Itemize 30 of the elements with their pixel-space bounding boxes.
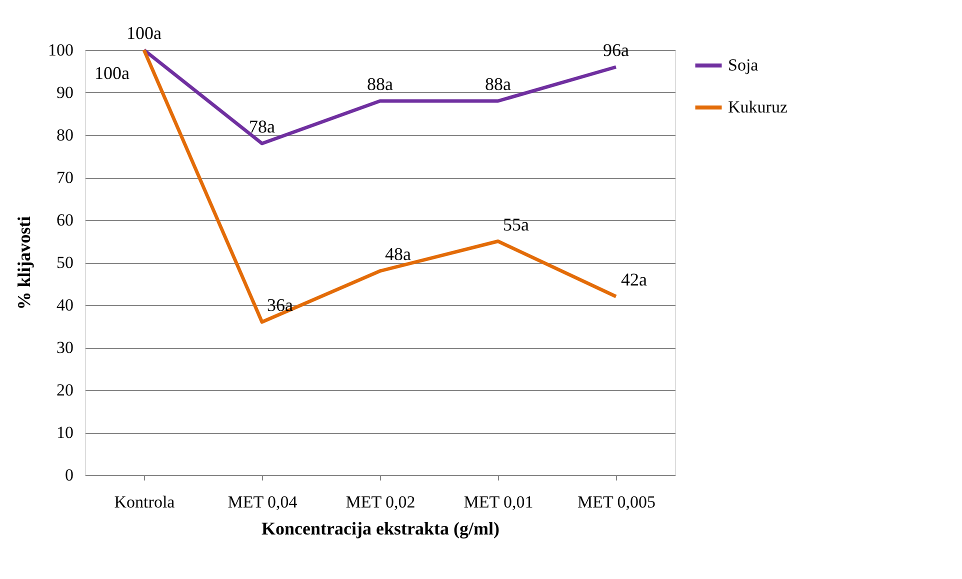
legend-label: Kukuruz <box>728 98 788 116</box>
x-axis-title: Koncentracija ekstrakta (g/ml) <box>262 518 500 538</box>
x-tick-label: MET 0,04 <box>228 492 298 512</box>
data-label: 48a <box>385 244 411 264</box>
y-axis-title: % klijavosti <box>14 216 34 310</box>
data-label: 88a <box>367 74 393 94</box>
y-tick-label: 0 <box>65 466 74 484</box>
data-label: 100a <box>94 63 130 83</box>
data-label: 36a <box>267 295 293 315</box>
x-tick-label: MET 0,01 <box>464 492 534 512</box>
y-tick-label: 70 <box>56 168 74 187</box>
data-label: 42a <box>621 270 647 290</box>
x-tick-label: MET 0,005 <box>577 492 656 512</box>
data-label: 55a <box>503 214 529 234</box>
data-label: 88a <box>485 74 511 94</box>
y-tick-label: 80 <box>56 126 74 144</box>
data-label: 100a <box>126 23 162 43</box>
y-tick-label: 90 <box>56 83 74 102</box>
y-tick-label: 20 <box>56 380 74 400</box>
x-tick-label: Kontrola <box>114 492 176 512</box>
x-tick-label: MET 0,02 <box>346 492 416 512</box>
legend-label: Soja <box>728 56 759 74</box>
y-tick-label: 50 <box>56 253 74 272</box>
y-tick-label: 60 <box>56 210 74 230</box>
y-tick-label: 30 <box>56 338 74 357</box>
y-tick-label: 100 <box>48 40 74 60</box>
y-tick-label: 10 <box>56 423 74 442</box>
data-label: 96a <box>603 40 629 60</box>
y-tick-label: 40 <box>56 296 74 314</box>
data-label: 78a <box>249 116 275 136</box>
